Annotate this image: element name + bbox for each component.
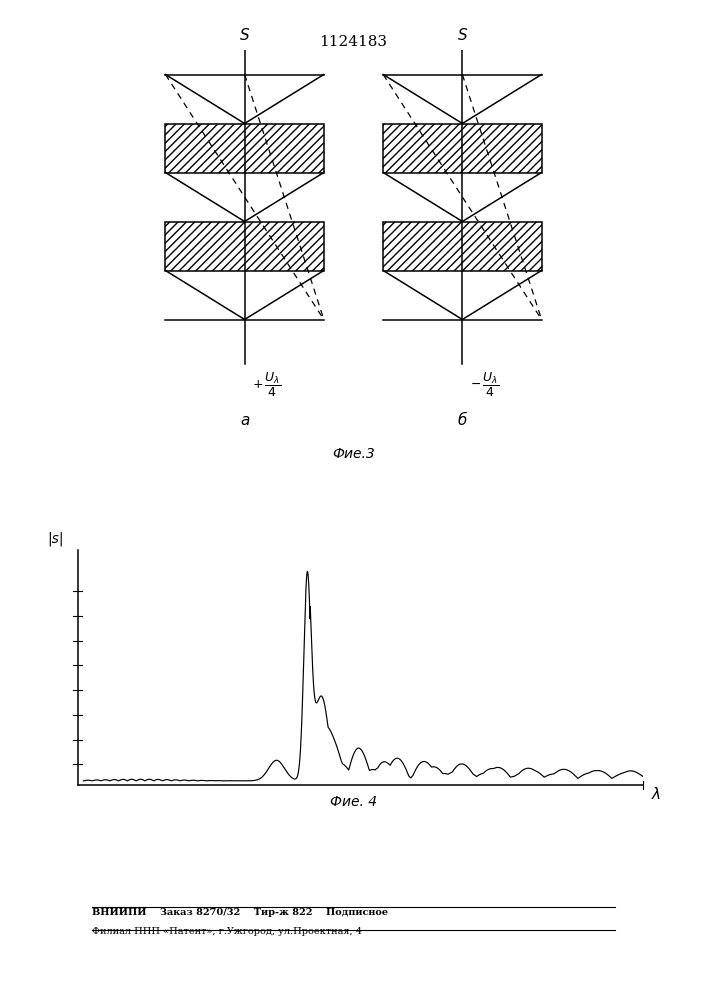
Text: $+\,\dfrac{U_{\lambda}}{4}$: $+\,\dfrac{U_{\lambda}}{4}$ <box>252 371 281 399</box>
Text: λ: λ <box>652 787 661 802</box>
Text: S: S <box>240 28 250 43</box>
Text: a: a <box>240 413 250 428</box>
Bar <box>383 222 542 270</box>
Bar <box>165 222 324 270</box>
Text: 1124183: 1124183 <box>320 35 387 49</box>
Text: $-\,\dfrac{U_{\lambda}}{4}$: $-\,\dfrac{U_{\lambda}}{4}$ <box>469 371 499 399</box>
Text: Фие. 4: Фие. 4 <box>330 795 377 809</box>
Text: S: S <box>457 28 467 43</box>
Text: Филиал ППП «Патент», г.Ужгород, ул.Проектная, 4: Филиал ППП «Патент», г.Ужгород, ул.Проек… <box>92 927 362 936</box>
Text: |s|: |s| <box>47 531 64 546</box>
Bar <box>383 123 542 172</box>
Text: б: б <box>457 413 467 428</box>
Bar <box>165 123 324 172</box>
Text: Фие.3: Фие.3 <box>332 447 375 461</box>
Text: ВНИИПИ    Заказ 8270/32    Тир-ж 822    Подписное: ВНИИПИ Заказ 8270/32 Тир-ж 822 Подписное <box>92 908 388 917</box>
